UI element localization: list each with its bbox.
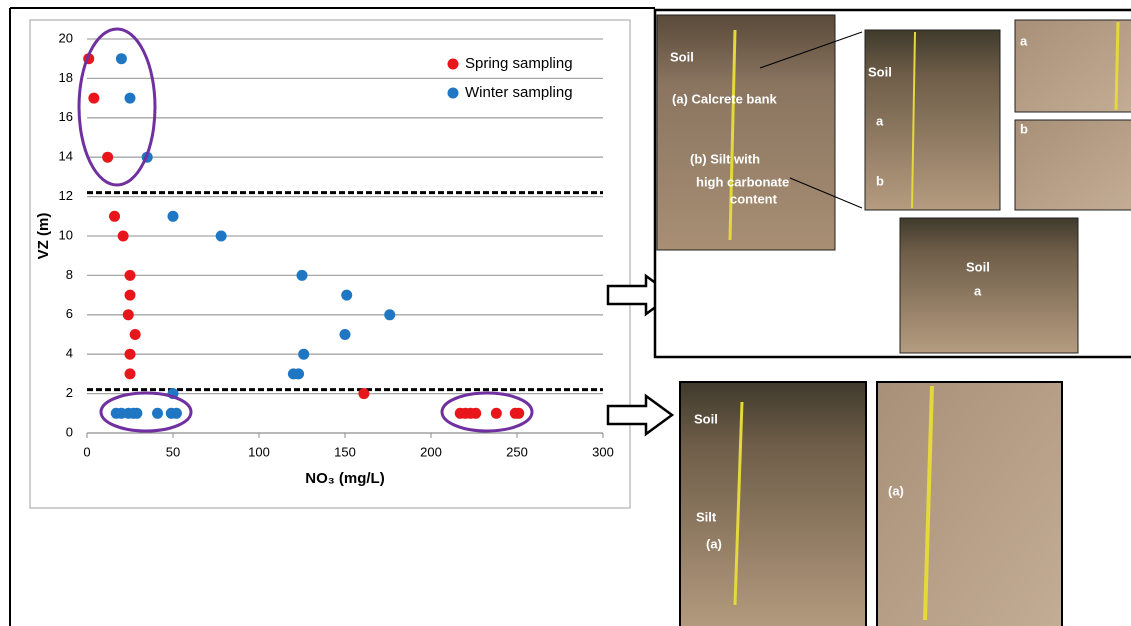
photo-label: Soil bbox=[868, 64, 892, 79]
point bbox=[123, 309, 134, 320]
point bbox=[116, 53, 127, 64]
photo-image bbox=[1015, 20, 1131, 112]
point bbox=[171, 408, 182, 419]
y-axis-label: VZ (m) bbox=[35, 213, 52, 260]
point bbox=[118, 231, 129, 242]
photo-label: Soil bbox=[694, 411, 718, 426]
point bbox=[168, 211, 179, 222]
photo-label: (a) bbox=[706, 536, 722, 551]
photo: Soil Silt (a) bbox=[680, 382, 866, 626]
point bbox=[358, 388, 369, 399]
x-tick-label: 150 bbox=[334, 444, 356, 459]
y-tick-label: 6 bbox=[66, 306, 73, 321]
photo: Soil a b bbox=[865, 30, 1000, 210]
point bbox=[340, 329, 351, 340]
photo-label: (a) Calcrete bank bbox=[672, 91, 778, 106]
x-axis-label: NO₃ (mg/L) bbox=[305, 470, 384, 487]
photo-label: b bbox=[1020, 121, 1028, 136]
y-tick-label: 16 bbox=[59, 109, 73, 124]
point bbox=[293, 368, 304, 379]
y-tick-label: 18 bbox=[59, 70, 73, 85]
point bbox=[131, 408, 142, 419]
point bbox=[130, 329, 141, 340]
y-tick-label: 0 bbox=[66, 424, 73, 439]
point bbox=[125, 93, 136, 104]
y-tick-label: 12 bbox=[59, 188, 73, 203]
photo-label: Soil bbox=[670, 49, 694, 64]
photo-label: a bbox=[974, 283, 982, 298]
photo-label: Soil bbox=[966, 259, 990, 274]
point bbox=[384, 309, 395, 320]
photo-label: Silt bbox=[696, 509, 717, 524]
tape bbox=[1116, 22, 1118, 110]
x-tick-label: 50 bbox=[166, 444, 180, 459]
y-tick-label: 14 bbox=[59, 149, 73, 164]
legend-label: Spring sampling bbox=[465, 55, 573, 72]
y-tick-label: 4 bbox=[66, 346, 73, 361]
y-tick-label: 2 bbox=[66, 385, 73, 400]
x-tick-label: 250 bbox=[506, 444, 528, 459]
point bbox=[125, 349, 136, 360]
photo-label: (a) bbox=[888, 483, 904, 498]
y-tick-label: 20 bbox=[59, 30, 73, 45]
point bbox=[125, 290, 136, 301]
photo-image bbox=[865, 30, 1000, 210]
photo-label: a bbox=[876, 113, 884, 128]
legend-label: Winter sampling bbox=[465, 84, 573, 101]
photo: a bbox=[1015, 20, 1131, 112]
photo-label: b bbox=[876, 173, 884, 188]
x-tick-label: 0 bbox=[83, 444, 90, 459]
figure: 02468101214161820050100150200250300NO₃ (… bbox=[0, 0, 1131, 626]
legend-marker bbox=[448, 88, 459, 99]
point bbox=[470, 408, 481, 419]
figure-canvas: 02468101214161820050100150200250300NO₃ (… bbox=[0, 0, 1131, 626]
point bbox=[216, 231, 227, 242]
photo-label: high carbonate bbox=[696, 174, 789, 189]
photo-image bbox=[877, 382, 1062, 626]
point bbox=[491, 408, 502, 419]
photo: b bbox=[1015, 120, 1131, 210]
point bbox=[102, 152, 113, 163]
photo-image bbox=[1015, 120, 1131, 210]
point bbox=[298, 349, 309, 360]
legend-marker bbox=[448, 59, 459, 70]
point bbox=[152, 408, 163, 419]
photo: (a) bbox=[877, 382, 1062, 626]
x-tick-label: 100 bbox=[248, 444, 270, 459]
photo-image bbox=[900, 218, 1078, 353]
photo: Soil (a) Calcrete bank (b) Silt with hig… bbox=[657, 15, 835, 250]
photo-label: content bbox=[730, 191, 778, 206]
photo: Soil a bbox=[900, 218, 1078, 353]
point bbox=[125, 368, 136, 379]
point bbox=[513, 408, 524, 419]
point bbox=[125, 270, 136, 281]
y-tick-label: 8 bbox=[66, 267, 73, 282]
point bbox=[88, 93, 99, 104]
photo-label: a bbox=[1020, 33, 1028, 48]
photo-label: (b) Silt with bbox=[690, 151, 760, 166]
x-tick-label: 200 bbox=[420, 444, 442, 459]
point bbox=[341, 290, 352, 301]
point bbox=[109, 211, 120, 222]
y-tick-label: 10 bbox=[59, 227, 73, 242]
point bbox=[297, 270, 308, 281]
x-tick-label: 300 bbox=[592, 444, 614, 459]
